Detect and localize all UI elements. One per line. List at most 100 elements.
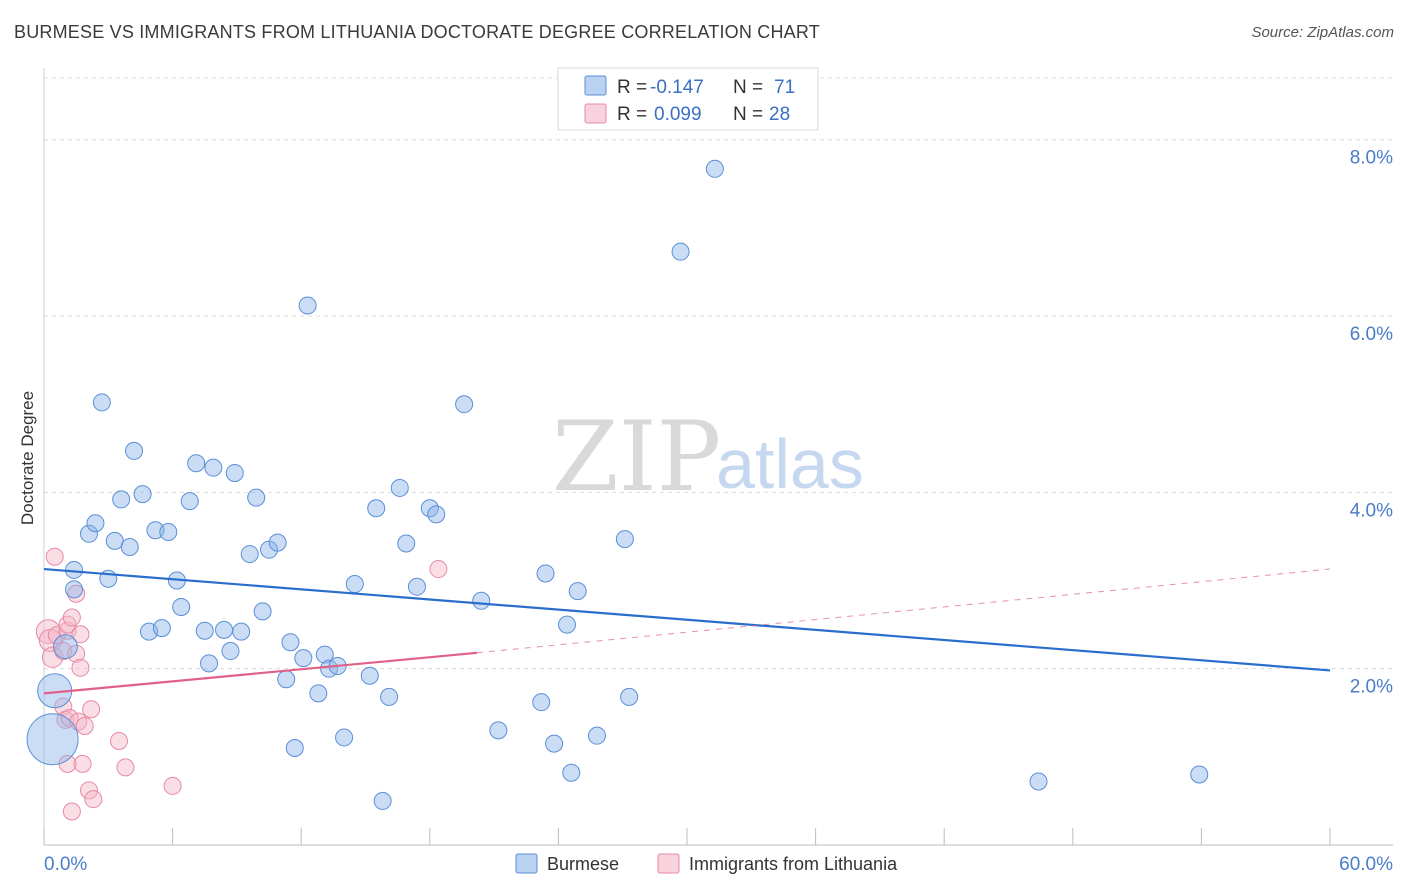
burmese-trend-line xyxy=(43,567,1331,672)
lithuania-point-22 xyxy=(82,700,101,719)
lithuania-point-18 xyxy=(71,658,90,677)
stats-legend: R = -0.147 N = 71 R = 0.099 N = 28 xyxy=(557,67,819,131)
stats-swatch-burmese xyxy=(584,75,607,96)
burmese-point-22 xyxy=(195,621,214,640)
y-tick-labels: 2.0% 4.0% 6.0% 8.0% xyxy=(1350,148,1393,698)
burmese-point-31 xyxy=(253,602,272,621)
burmese-point-60 xyxy=(557,615,576,634)
stats-r-value-burmese: -0.147 xyxy=(650,77,704,98)
burmese-point-55 xyxy=(472,591,491,610)
burmese-point-36 xyxy=(285,739,304,758)
trend-lines xyxy=(43,567,1331,695)
burmese-point-33 xyxy=(268,533,287,552)
lithuania-point-2 xyxy=(41,646,64,668)
burmese-point-64 xyxy=(615,530,634,549)
burmese-point-20 xyxy=(180,492,199,511)
stats-r-label-lithuania: R = xyxy=(617,104,647,125)
burmese-point-57 xyxy=(536,564,555,583)
stats-r-value-lithuania: 0.099 xyxy=(654,104,702,125)
burmese-point-29 xyxy=(240,545,259,564)
burmese-point-19 xyxy=(172,597,191,616)
series-burmese-points xyxy=(26,159,1209,810)
burmese-point-9 xyxy=(105,531,124,550)
lithuania-point-13 xyxy=(62,802,81,821)
burmese-point-56 xyxy=(489,721,508,740)
x-tick-label-min: 0.0% xyxy=(44,854,87,875)
burmese-point-67 xyxy=(705,159,724,178)
lithuania-point-3 xyxy=(45,547,64,566)
burmese-point-12 xyxy=(125,441,144,460)
stats-n-label-burmese: N = xyxy=(733,77,763,98)
burmese-point-48 xyxy=(380,687,399,706)
burmese-point-6 xyxy=(86,514,105,533)
chart-title: BURMESE VS IMMIGRANTS FROM LITHUANIA DOC… xyxy=(14,22,820,42)
burmese-point-54 xyxy=(455,395,474,414)
lithuania-trend-extension xyxy=(476,568,1331,654)
burmese-point-4 xyxy=(65,580,84,599)
legend-label-burmese: Burmese xyxy=(547,854,619,874)
burmese-point-25 xyxy=(215,620,234,639)
series-lithuania-points xyxy=(35,547,448,821)
watermark-zip: ZIP xyxy=(552,401,721,513)
y-tick-label-1: 4.0% xyxy=(1350,500,1393,521)
burmese-point-47 xyxy=(373,791,392,810)
burmese-point-23 xyxy=(200,654,219,673)
burmese-point-65 xyxy=(620,687,639,706)
legend-swatch-burmese xyxy=(515,853,538,874)
burmese-point-53 xyxy=(427,505,446,524)
burmese-point-0 xyxy=(26,713,79,766)
burmese-point-61 xyxy=(562,763,581,782)
stats-swatch-lithuania xyxy=(584,103,607,124)
burmese-point-2 xyxy=(53,634,78,660)
lithuania-point-27 xyxy=(429,560,448,579)
stats-n-label-lithuania: N = xyxy=(733,104,763,125)
burmese-point-28 xyxy=(232,622,251,641)
burmese-point-50 xyxy=(397,534,416,553)
burmese-point-66 xyxy=(671,242,690,261)
burmese-point-34 xyxy=(277,670,296,689)
lithuania-point-25 xyxy=(116,758,135,777)
burmese-point-26 xyxy=(221,642,240,661)
lithuania-point-15 xyxy=(67,644,86,663)
burmese-point-58 xyxy=(532,693,551,712)
y-tick-label-3: 8.0% xyxy=(1350,148,1393,169)
burmese-point-68 xyxy=(1029,772,1048,791)
lithuania-point-26 xyxy=(163,776,182,795)
burmese-point-43 xyxy=(335,728,354,747)
burmese-point-37 xyxy=(294,649,313,668)
watermark-atlas: atlas xyxy=(716,425,864,503)
burmese-point-13 xyxy=(133,485,152,504)
burmese-point-7 xyxy=(92,393,111,412)
burmese-point-62 xyxy=(568,582,587,601)
axes xyxy=(43,68,1393,846)
series-legend: Burmese Immigrants from Lithuania xyxy=(515,853,898,874)
legend-label-lithuania: Immigrants from Lithuania xyxy=(689,854,898,874)
lithuania-point-17 xyxy=(71,625,90,644)
lithuania-trend-line xyxy=(43,651,478,695)
burmese-point-30 xyxy=(247,488,266,507)
lithuania-point-23 xyxy=(84,790,103,809)
lithuania-point-21 xyxy=(80,781,99,800)
burmese-point-69 xyxy=(1190,765,1209,784)
lithuania-point-20 xyxy=(75,716,94,735)
legend-swatch-lithuania xyxy=(657,853,680,874)
x-tick-label-max: 60.0% xyxy=(1339,854,1393,875)
burmese-point-17 xyxy=(159,523,178,542)
burmese-point-44 xyxy=(345,575,364,594)
burmese-point-46 xyxy=(367,499,386,518)
burmese-point-16 xyxy=(152,619,171,638)
lithuania-point-12 xyxy=(62,608,81,627)
burmese-point-10 xyxy=(112,490,131,509)
stats-n-value-burmese: 71 xyxy=(774,77,795,98)
lithuania-point-0 xyxy=(35,619,61,645)
burmese-point-27 xyxy=(225,463,244,482)
y-tick-label-0: 2.0% xyxy=(1350,677,1393,698)
burmese-point-51 xyxy=(407,577,426,596)
burmese-point-21 xyxy=(187,454,206,473)
burmese-point-63 xyxy=(587,726,606,745)
lithuania-point-24 xyxy=(110,731,129,750)
burmese-point-11 xyxy=(120,538,139,557)
burmese-point-59 xyxy=(545,734,564,753)
burmese-point-39 xyxy=(309,684,328,703)
